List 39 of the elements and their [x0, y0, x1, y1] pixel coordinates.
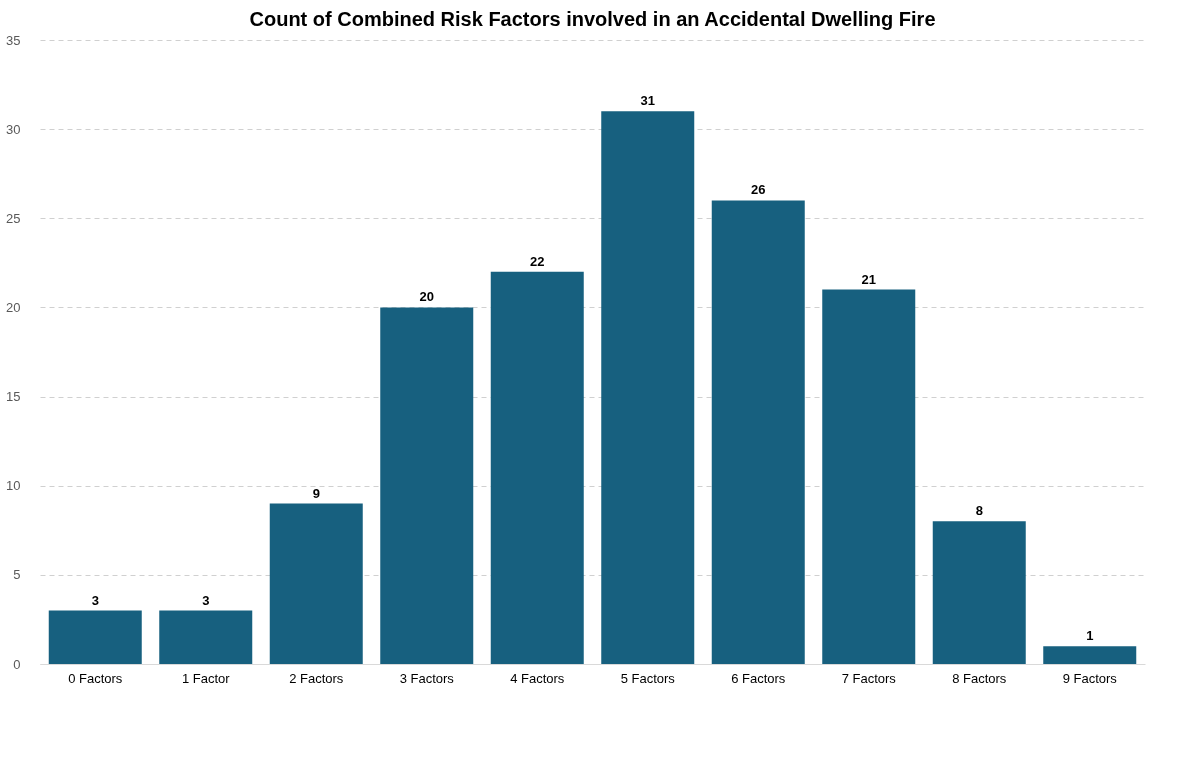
x-tick-label: 6 Factors	[731, 670, 786, 686]
y-tick-label: 15	[6, 389, 21, 405]
data-label: 1	[1086, 628, 1094, 644]
x-tick-label: 2 Factors	[289, 670, 344, 686]
bar	[1043, 646, 1137, 664]
x-tick-label: 4 Factors	[510, 670, 565, 686]
x-tick-label: 3 Factors	[399, 670, 455, 686]
x-tick-label: 0 Factors	[68, 670, 123, 686]
data-label: 26	[751, 182, 766, 198]
x-tick-label: 5 Factors	[620, 670, 676, 686]
y-tick-label: 20	[6, 299, 21, 315]
bar	[490, 271, 584, 664]
data-label: 3	[202, 592, 210, 608]
bar	[269, 503, 363, 664]
bar	[711, 200, 805, 664]
data-label: 9	[312, 485, 320, 501]
x-tick-label: 1 Factor	[181, 670, 231, 686]
data-label: 31	[640, 93, 655, 109]
bar	[159, 610, 253, 664]
data-label: 22	[530, 253, 545, 269]
bar	[48, 610, 142, 664]
chart-title: Count of Combined Risk Factors involved in an Accidental Dwelling Fire	[249, 8, 936, 30]
bar	[932, 521, 1026, 664]
data-label: 21	[861, 271, 876, 287]
x-tick-label: 7 Factors	[841, 670, 897, 686]
bar	[601, 111, 695, 664]
bar	[380, 307, 474, 664]
y-tick-label: 30	[6, 121, 21, 137]
data-label: 8	[975, 503, 983, 519]
y-tick-label: 5	[13, 567, 21, 583]
bar	[822, 289, 916, 664]
y-tick-label: 25	[6, 210, 21, 226]
x-tick-label: 9 Factors	[1062, 670, 1118, 686]
data-label: 3	[91, 592, 99, 608]
data-label: 20	[419, 289, 434, 305]
y-tick-label: 0	[13, 656, 21, 672]
x-tick-label: 8 Factors	[952, 670, 1007, 686]
y-tick-label: 35	[6, 32, 21, 48]
y-tick-label: 10	[6, 478, 21, 494]
